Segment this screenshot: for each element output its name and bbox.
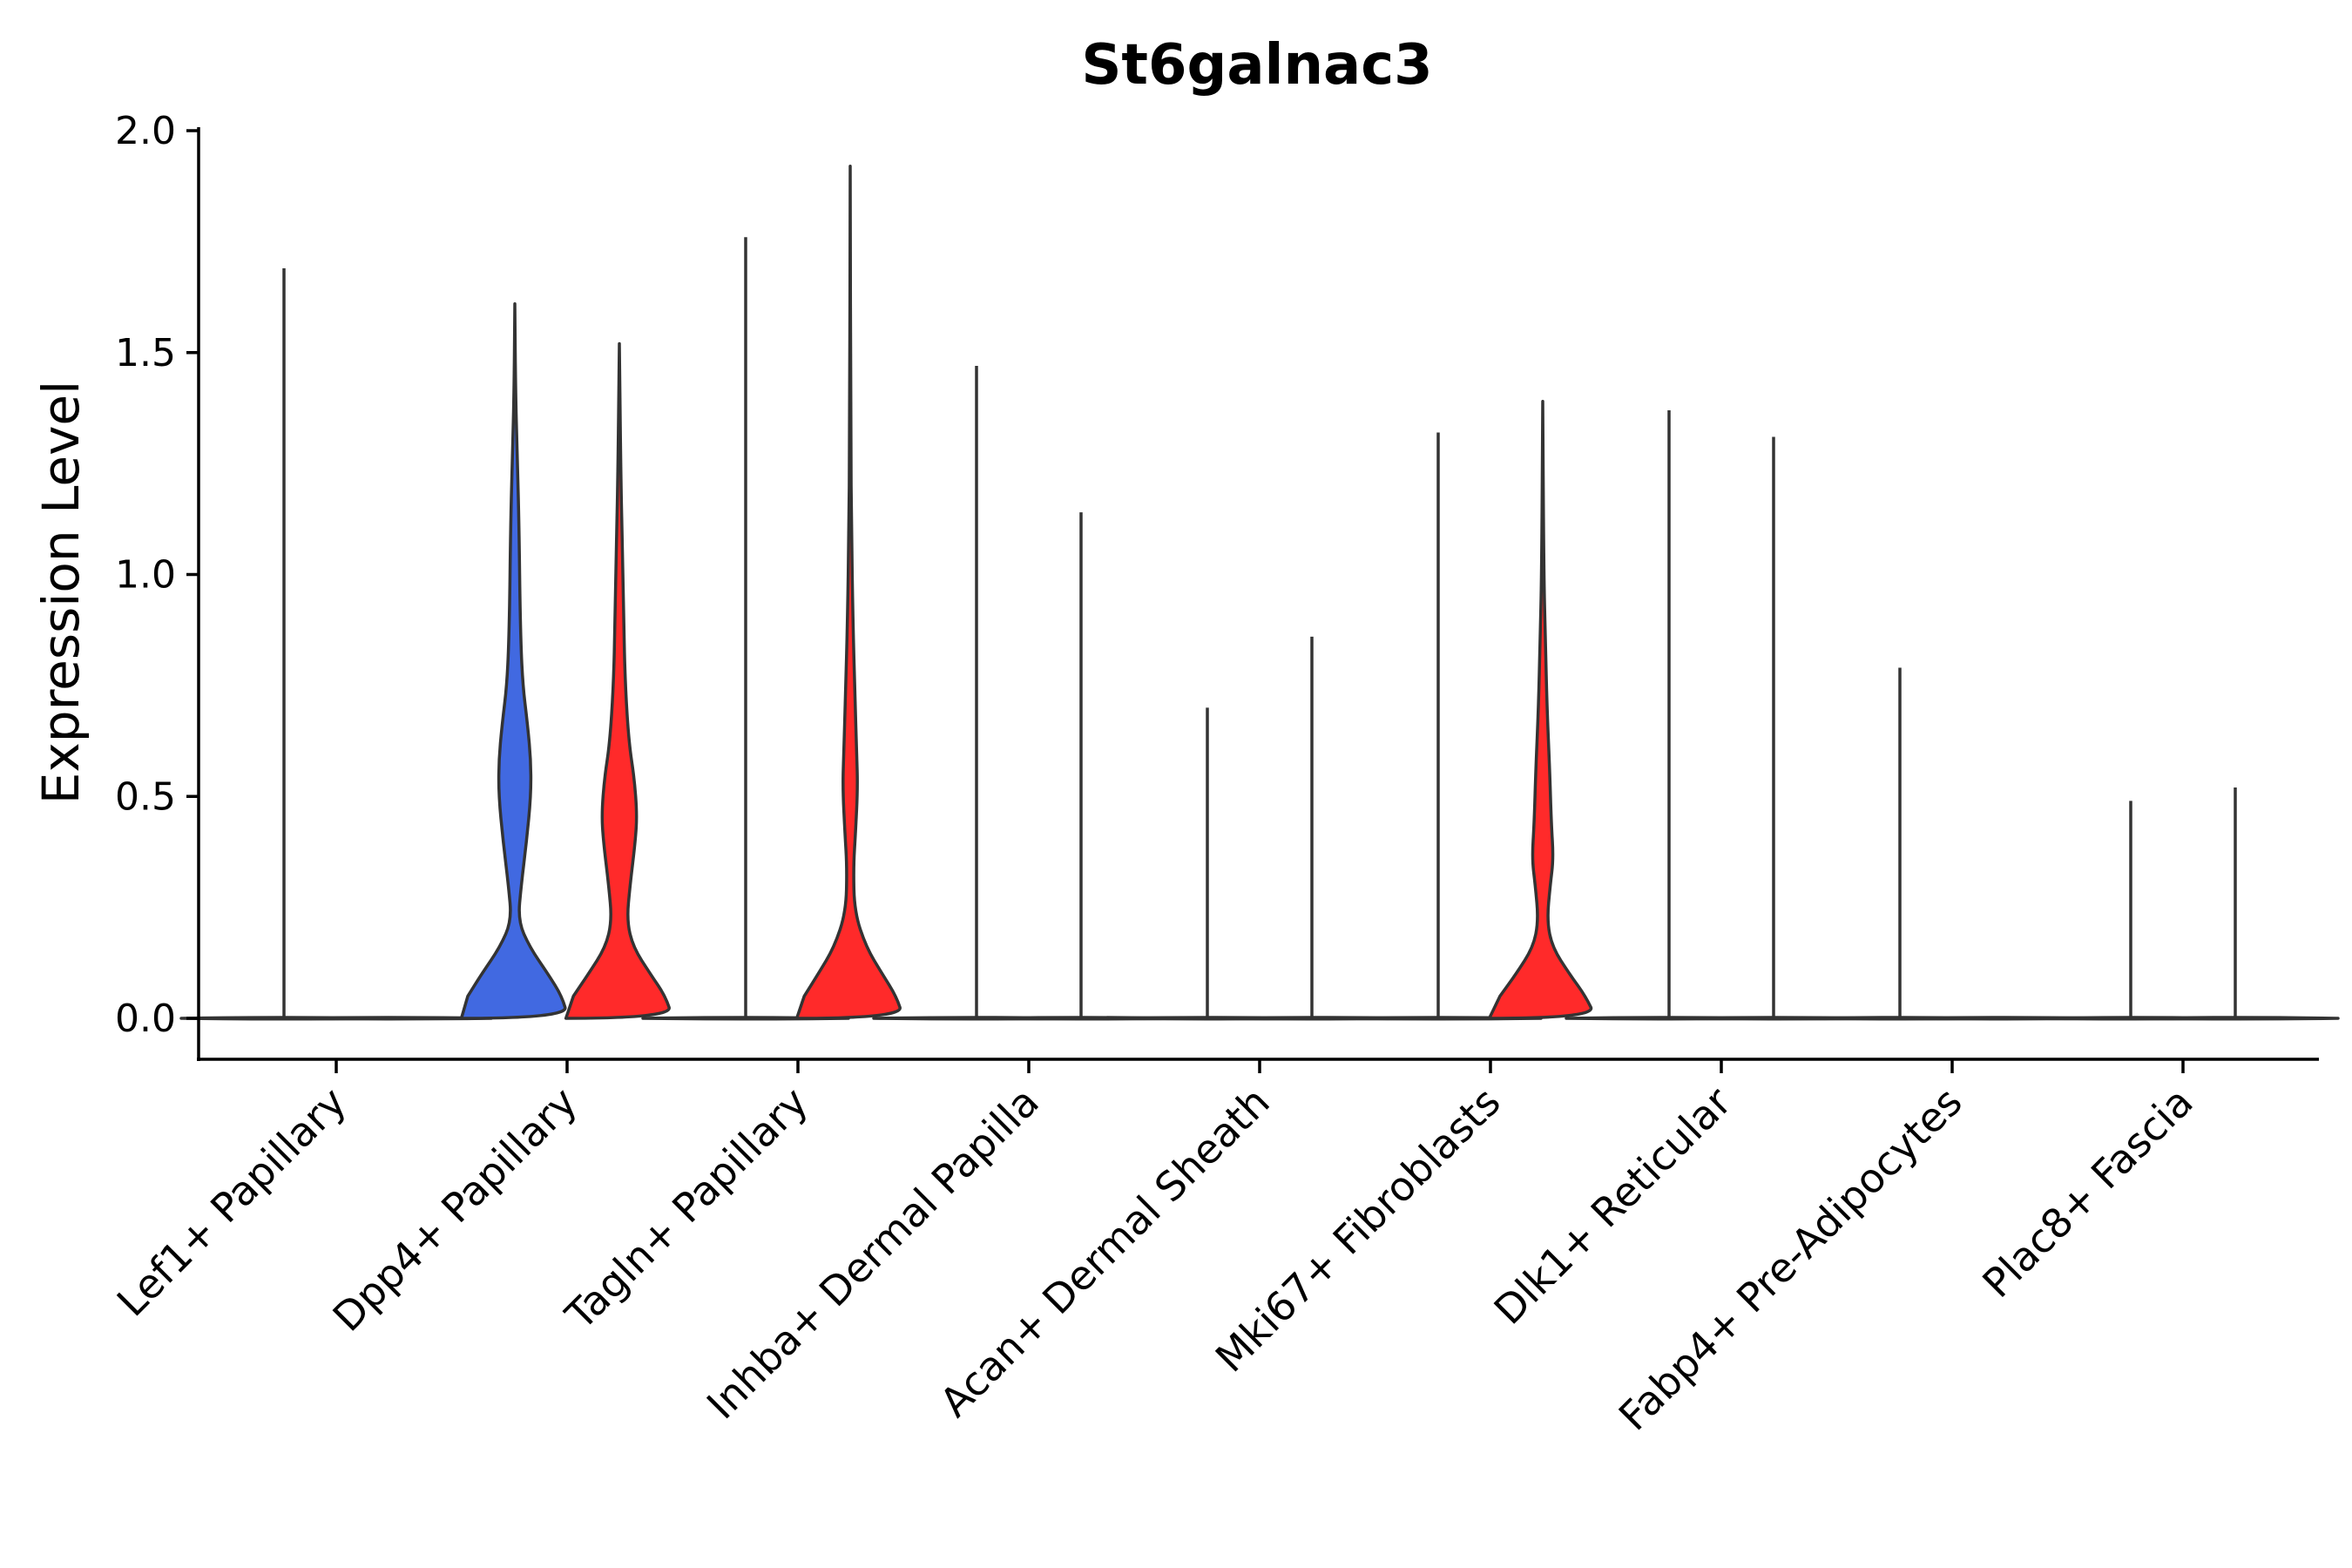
chart-title: St6galnac3 [1081,33,1432,98]
violin-group [179,165,2340,1021]
violin [1207,636,1416,1021]
x-tick-label: Tagln+ Papillary [556,1078,817,1340]
y-tick-label: 1.5 [115,331,176,375]
violin-body [459,301,567,1020]
violin [1103,707,1312,1021]
violin [872,366,1081,1021]
violin-body [564,341,671,1020]
y-ticks: 0.0 0.5 1.0 1.5 2.0 [115,109,199,1041]
violin [1334,432,1543,1021]
x-tick-label: Plac8+ Fascia [1973,1078,2201,1307]
violin [459,301,567,1020]
violin [564,341,671,1020]
violin-body [794,165,902,1020]
y-axis-label: Expression Level [31,381,91,804]
y-tick-label: 0.0 [115,997,176,1041]
violin [977,512,1186,1021]
violin [1487,400,1593,1020]
x-tick-label: Lef1+ Papillary [108,1078,355,1326]
violin-body [1487,400,1593,1020]
violin [2131,787,2340,1021]
y-tick-label: 1.0 [115,553,176,598]
violin [179,267,389,1021]
violin [1669,436,1878,1021]
y-tick-label: 0.5 [115,774,176,819]
violin-body [2131,1016,2340,1021]
violin [1795,667,2004,1021]
x-tick-label: Dlk1+ Reticular [1485,1078,1740,1334]
violin [1565,409,1774,1021]
violin [794,165,902,1020]
violin [2026,801,2235,1021]
violin [641,237,850,1021]
x-tick-label: Dpp4+ Papillary [324,1078,586,1341]
y-tick-label: 2.0 [115,109,176,153]
